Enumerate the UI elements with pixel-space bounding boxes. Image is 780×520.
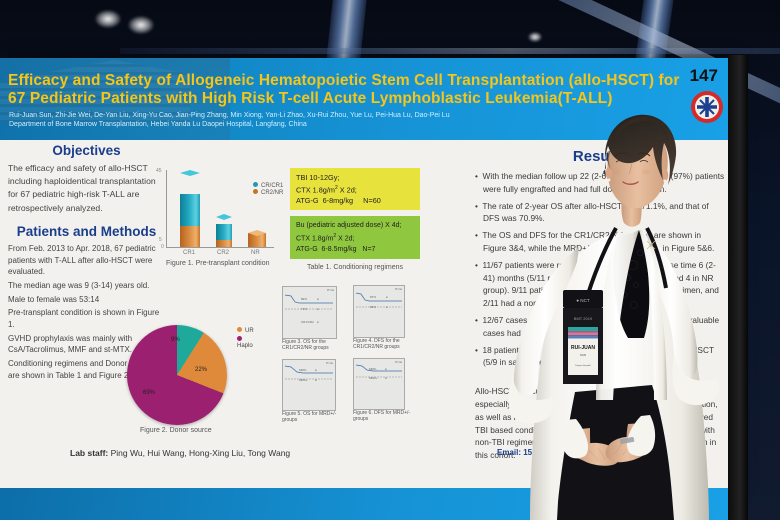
svg-text:Daopei Hospital: Daopei Hospital — [575, 364, 591, 367]
svg-text:BMT 2019: BMT 2019 — [574, 316, 593, 321]
svg-text:SUN: SUN — [580, 353, 586, 357]
svg-text:● NCT: ● NCT — [576, 298, 590, 303]
svg-text:RUI-JUAN: RUI-JUAN — [571, 345, 595, 351]
